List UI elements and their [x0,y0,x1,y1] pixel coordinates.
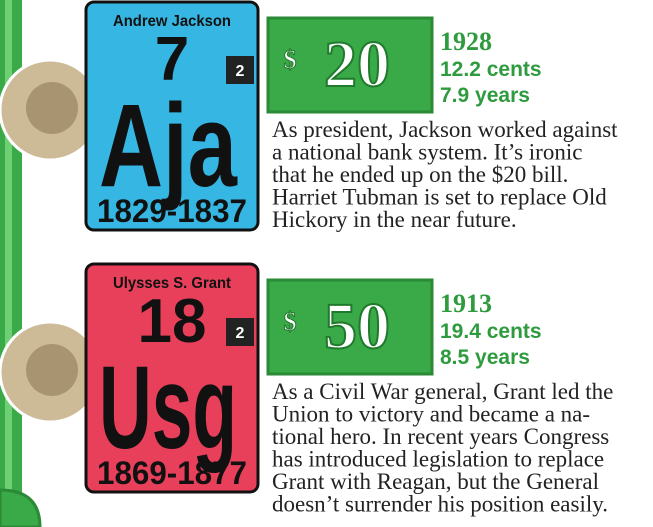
description-line: that he ended up on the $20 bill. [272,162,568,187]
description-line: Harriet Tubman is set to replace Old [272,185,607,210]
printing-cost: 12.2 cents [440,58,542,81]
bill-lifespan: 8.5 years [440,346,530,369]
badge-number: 2 [236,63,245,80]
description-line: As a Civil War general, Grant led the [272,379,613,404]
description-line: Grant with Reagan, but the General [272,469,599,494]
introduced-year: 1913 [440,289,492,318]
page: Andrew Jackson72Aja1829-1837$20192812.2 … [0,0,653,527]
description-line: a national bank system. It’s ironic [272,140,582,165]
term-years: 1869-1877 [97,455,247,491]
bill-lifespan: 7.9 years [440,84,530,107]
term-years: 1829-1837 [97,193,247,229]
description-line: tional hero. In recent years Congress [272,424,609,449]
description-line: doesn’t surrender his position easily. [272,492,608,517]
currency-symbol: $ [284,45,297,74]
portrait-face [26,82,78,134]
description-line: Hickory in the near future. [272,207,517,232]
description-line: has introduced legislation to replace [272,447,604,472]
introduced-year: 1928 [440,27,492,56]
description-line: As president, Jackson worked against [272,117,618,142]
badge-number: 2 [236,325,245,342]
denomination: 50 [324,290,390,363]
description-line: Union to victory and became a na- [272,402,590,427]
currency-symbol: $ [284,307,297,336]
printing-cost: 19.4 cents [440,320,542,343]
portrait-face [26,344,78,396]
denomination: 20 [324,28,390,101]
